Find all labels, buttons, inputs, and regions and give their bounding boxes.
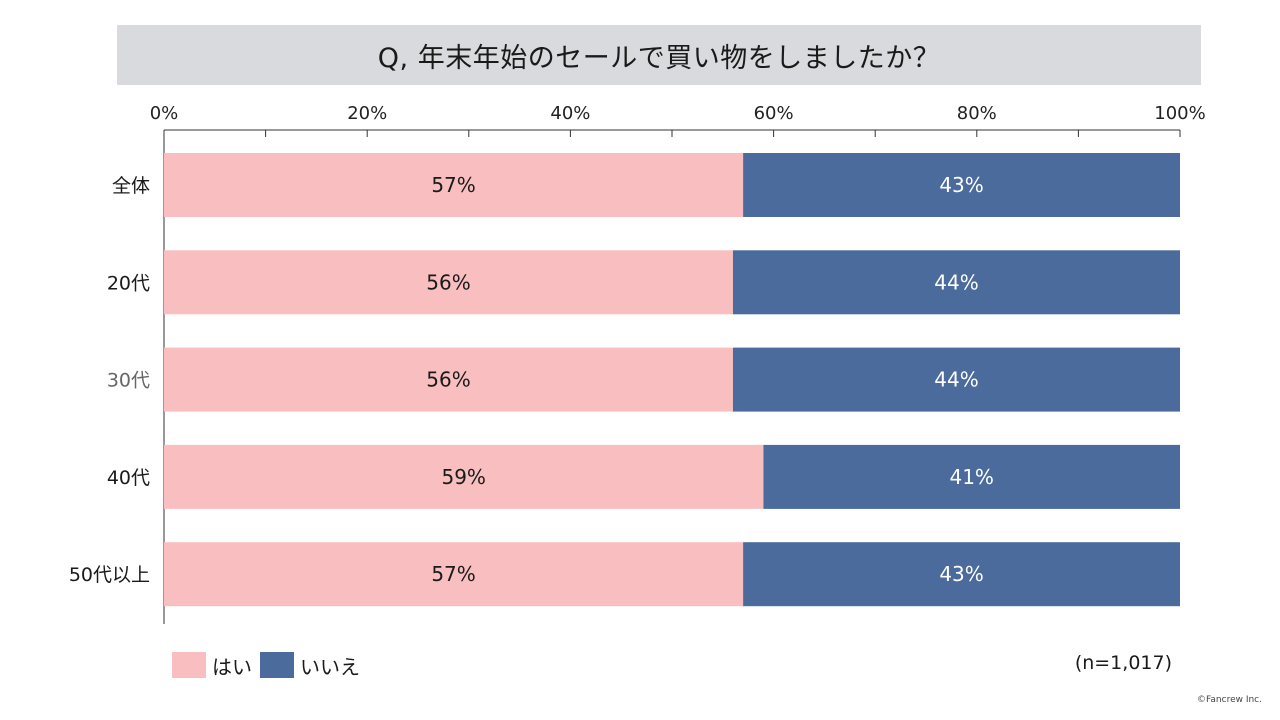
legend-swatch-no [260, 652, 294, 678]
category-label: 20代 [107, 272, 150, 294]
legend-swatch-yes [172, 652, 206, 678]
bar-segment-yes [164, 153, 744, 217]
data-label: 43% [939, 173, 983, 197]
data-label: 57% [431, 173, 475, 197]
x-tick-label: 80% [957, 103, 997, 124]
sample-size-note: (n=1,017) [1074, 652, 1172, 674]
bar-segment-no [743, 153, 1180, 217]
chart-title-box: Q, 年末年始のセールで買い物をしましたか？ [117, 25, 1201, 85]
legend-item-yes: はい [172, 651, 252, 680]
data-label: 57% [431, 562, 475, 586]
chart-title: Q, 年末年始のセールで買い物をしましたか？ [377, 42, 941, 74]
bar-segment-no [763, 444, 1180, 509]
legend-label-yes: はい [212, 654, 252, 679]
x-tick-label: 60% [754, 103, 794, 124]
data-label: 56% [426, 270, 470, 294]
bar-segment-no [732, 250, 1180, 315]
data-label: 59% [441, 465, 485, 489]
category-label: 全体 [112, 175, 150, 197]
x-tick-label: 100% [1154, 103, 1205, 124]
data-label: 44% [934, 270, 978, 294]
bar-segment-no [732, 347, 1180, 412]
data-label: 44% [934, 368, 978, 392]
legend-label-no: いいえ [300, 654, 360, 679]
data-label: 41% [949, 465, 993, 489]
x-tick-label: 40% [550, 103, 590, 124]
legend-item-no: いいえ [260, 651, 360, 680]
category-label: 30代 [107, 370, 150, 392]
data-label: 43% [939, 562, 983, 586]
stacked-bar-chart: 0% 20% 40% 60% 80% 100% 57% 43% 全体 56% 44% 20代 56% 44… [69, 103, 1206, 624]
bar-segment-yes [164, 542, 744, 607]
legend: はい いいえ [172, 650, 368, 680]
bar-segment-yes [164, 250, 733, 315]
bar-segment-yes [164, 347, 733, 412]
bar-segment-no [743, 542, 1180, 607]
copyright-text: ©Fancrew Inc. [1197, 695, 1262, 705]
x-tick-label: 0% [150, 103, 179, 124]
bar-segment-yes [164, 444, 764, 509]
x-tick-label: 20% [347, 103, 387, 124]
category-label: 50代以上 [69, 564, 150, 586]
data-label: 56% [426, 368, 470, 392]
category-label: 40代 [107, 467, 150, 489]
